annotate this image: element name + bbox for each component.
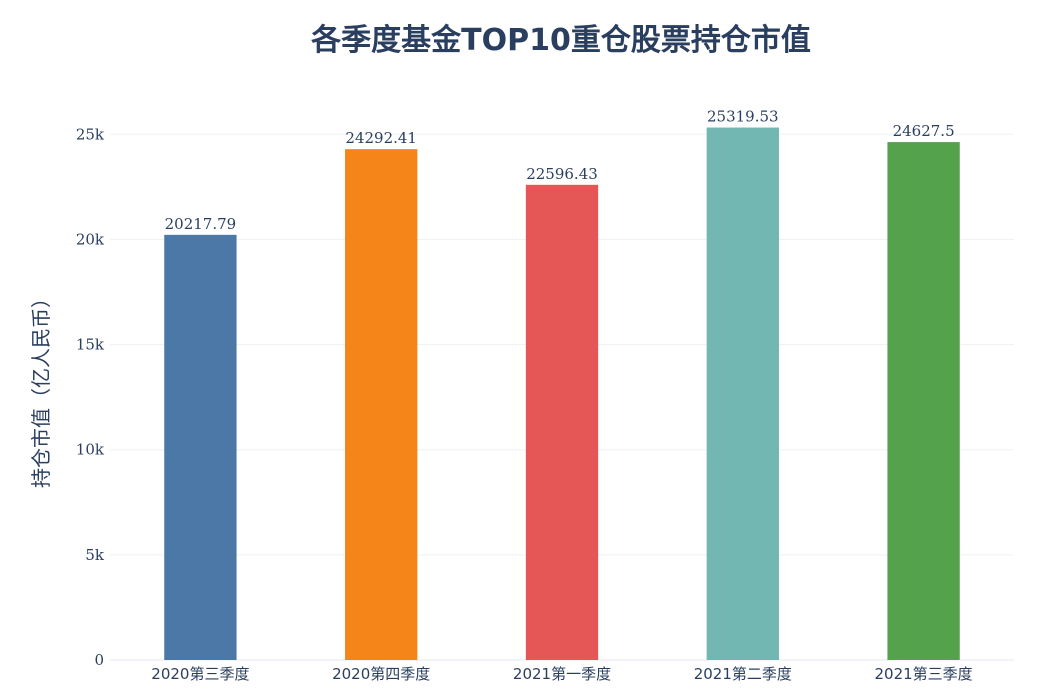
bar	[706, 127, 779, 661]
x-tick-label: 2020第三季度	[151, 665, 249, 683]
category-label-layer: 2020第三季度 2020第四季度 2021第一季度 2021第二季度 2021第三季度	[151, 665, 972, 683]
y-tick-label: 5k	[85, 546, 105, 564]
bar-value-label: 20217.79	[165, 215, 237, 233]
y-tick-label: 20k	[76, 230, 105, 248]
bar	[525, 184, 599, 660]
y-tick-label: 0	[94, 651, 104, 669]
y-axis-title: 持仓市值（亿人民币）	[29, 288, 53, 488]
x-tick-label: 2021第三季度	[875, 665, 973, 683]
x-tick-label: 2020第四季度	[332, 665, 430, 683]
bar	[345, 149, 418, 660]
bar-value-label: 24292.41	[345, 129, 417, 147]
bar	[164, 234, 237, 661]
y-tick-label: 25k	[76, 125, 105, 143]
value-label-layer: 20217.79 24292.41 22596.43 25319.53 24627.5	[165, 108, 955, 233]
x-tick-label: 2021第二季度	[694, 665, 792, 683]
y-tick-label: 10k	[76, 441, 105, 459]
bar-value-label: 22596.43	[526, 165, 598, 183]
bar-layer	[164, 127, 960, 661]
chart-title: 各季度基金TOP10重仓股票持仓市值	[310, 23, 811, 58]
bar-value-label: 25319.53	[707, 108, 779, 126]
x-tick-label: 2021第一季度	[513, 665, 611, 683]
bar-value-label: 24627.5	[893, 122, 955, 140]
y-tick-layer: 0 5k 10k 15k 20k 25k	[76, 125, 105, 669]
y-tick-label: 15k	[76, 336, 105, 354]
bar	[887, 142, 960, 660]
